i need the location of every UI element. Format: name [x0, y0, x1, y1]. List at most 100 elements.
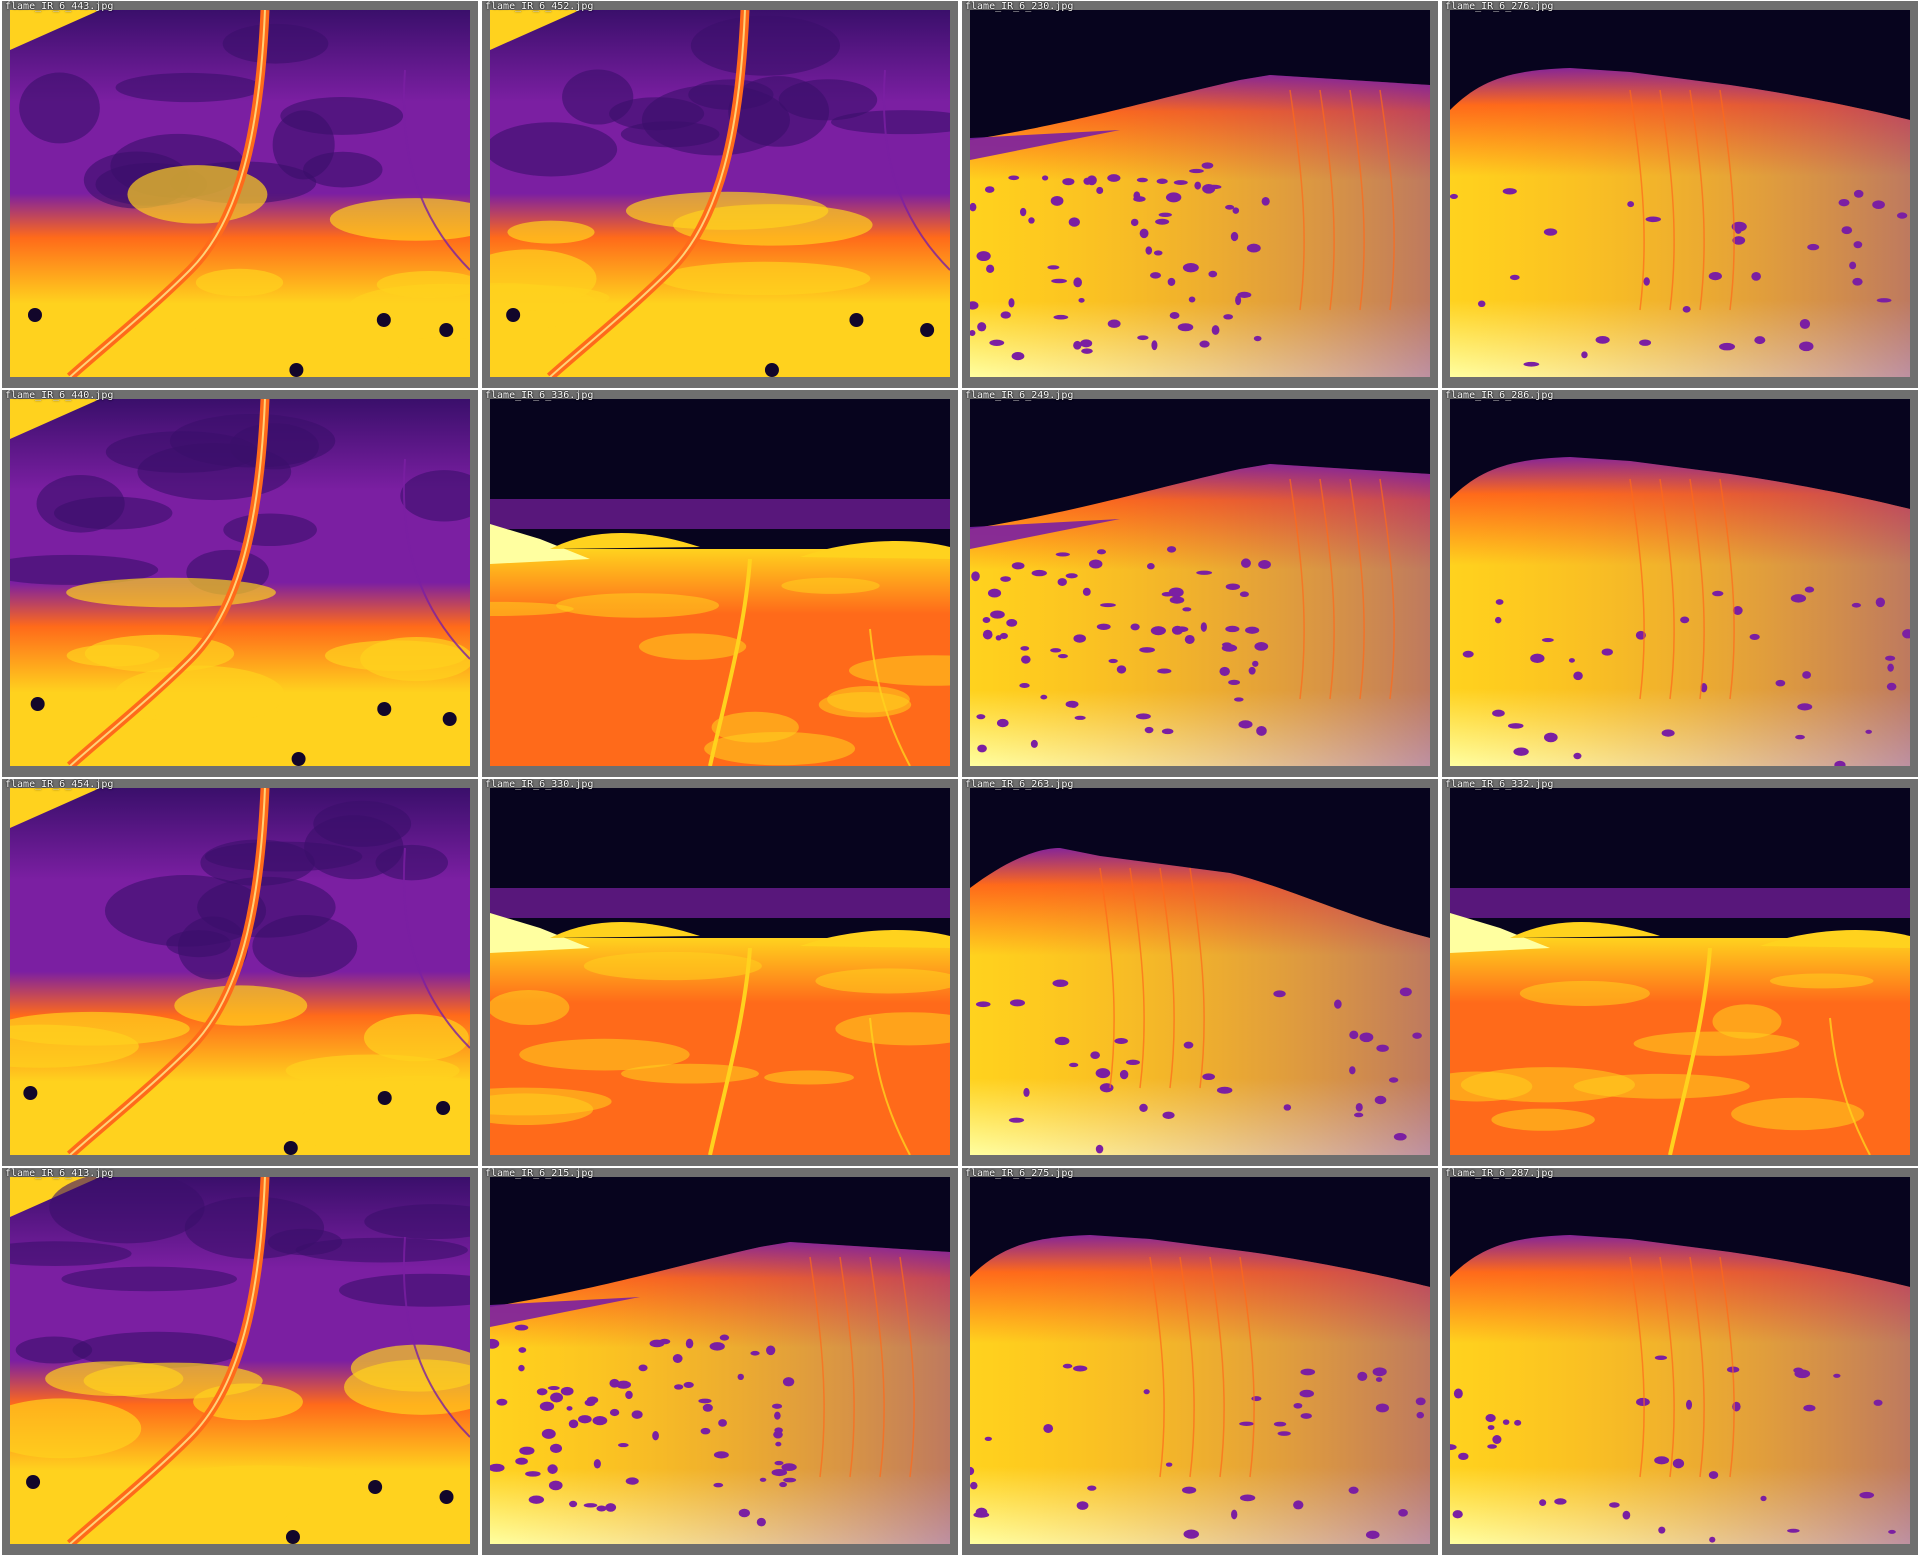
shrub — [970, 330, 976, 337]
shrub — [1376, 1044, 1389, 1052]
hot-corner — [10, 399, 100, 439]
shrub — [1008, 298, 1015, 308]
shrub — [977, 252, 988, 258]
shrub — [1006, 618, 1018, 627]
shrub — [1149, 272, 1162, 279]
ridge-left — [1450, 913, 1550, 953]
thumbnail-filename: flame_IR_6_454.jpg — [5, 779, 114, 790]
shrub — [1235, 295, 1242, 306]
thumbnail-tile: flame_IR_6_443.jpg — [2, 1, 478, 388]
shrub — [376, 313, 391, 327]
trail — [869, 1017, 911, 1155]
shrub — [1348, 1486, 1359, 1494]
shrub — [1073, 340, 1082, 350]
shrub — [1252, 660, 1259, 667]
thermal-image — [970, 10, 1430, 377]
shrub — [774, 1460, 784, 1466]
shrub — [718, 1419, 727, 1427]
shrub — [1169, 596, 1185, 604]
shrub — [1221, 644, 1238, 652]
thermal-image — [10, 1177, 470, 1544]
shrub — [1100, 603, 1116, 608]
shrub — [439, 323, 454, 337]
shrub — [1682, 306, 1691, 313]
thermal-image — [490, 1177, 950, 1544]
thumbnail-filename: flame_IR_6_276.jpg — [1445, 1, 1554, 12]
shrub — [1412, 1032, 1422, 1039]
shrub — [1201, 162, 1214, 169]
shrub — [1502, 188, 1517, 195]
shrub — [1062, 1363, 1073, 1369]
shrub — [1887, 663, 1894, 672]
shrub — [1841, 226, 1853, 235]
shrub — [1194, 181, 1202, 190]
shrub — [1754, 336, 1766, 345]
shrub — [1731, 221, 1747, 232]
trail — [402, 1236, 470, 1438]
thumbnail-filename: flame_IR_6_230.jpg — [965, 1, 1074, 12]
shrub — [1873, 1399, 1883, 1406]
shrub — [1357, 1371, 1368, 1381]
shrub — [1708, 272, 1722, 281]
shrub — [525, 1471, 541, 1477]
shrub — [1658, 1526, 1666, 1534]
shrub — [1145, 246, 1153, 255]
shrub — [1300, 1413, 1312, 1419]
shrub — [1188, 296, 1196, 303]
shrub — [1885, 655, 1896, 661]
shrub — [1200, 622, 1207, 632]
shrub — [1514, 1419, 1522, 1426]
shrub — [1228, 679, 1241, 686]
shrub — [1355, 1102, 1363, 1112]
shrub — [1349, 1030, 1359, 1040]
shrub — [1513, 747, 1529, 756]
shrub — [1073, 1365, 1088, 1372]
shrub — [1799, 341, 1814, 352]
shrub — [1073, 634, 1086, 643]
shrub — [518, 1364, 525, 1372]
shrub — [1011, 562, 1025, 570]
shrub — [1375, 1403, 1390, 1413]
shrub — [1125, 1059, 1140, 1066]
thumbnail-tile: flame_IR_6_452.jpg — [482, 1, 958, 388]
trail — [402, 458, 470, 660]
shrub — [1749, 633, 1760, 641]
shrub — [1043, 1423, 1054, 1433]
shrub — [1068, 217, 1080, 227]
shrub — [1672, 1458, 1685, 1469]
shrub — [1239, 1494, 1256, 1502]
shrub — [1240, 558, 1251, 568]
shrub — [774, 1411, 781, 1420]
shrub — [1156, 178, 1168, 184]
shrub — [1732, 606, 1743, 615]
shrub — [1139, 647, 1155, 653]
shrub — [616, 1380, 632, 1389]
shrub — [1150, 626, 1166, 636]
shrub — [568, 1419, 579, 1429]
shrub — [596, 1505, 607, 1512]
shrub — [987, 588, 1002, 598]
shrub — [1273, 990, 1286, 998]
shrub — [283, 1141, 298, 1155]
shrub — [1799, 318, 1811, 329]
shrub — [1719, 342, 1736, 351]
shrub — [625, 1477, 639, 1485]
shrub — [1231, 1509, 1238, 1520]
shrub — [1057, 654, 1068, 659]
shrub — [1031, 569, 1047, 577]
shrub — [1393, 1133, 1407, 1141]
shrub — [1851, 602, 1862, 608]
shrub — [1107, 319, 1121, 328]
thumbnail-tile: flame_IR_6_454.jpg — [2, 779, 478, 1166]
shrub — [1712, 590, 1724, 597]
shrub — [771, 1468, 788, 1477]
shrub — [1253, 335, 1262, 342]
shrub — [971, 571, 980, 582]
shrub — [1107, 174, 1121, 182]
shrub — [569, 1500, 578, 1508]
shrub — [1008, 1117, 1025, 1123]
ridge-right — [800, 930, 950, 948]
shrub — [1865, 729, 1872, 734]
shrub — [605, 1503, 617, 1512]
shrub — [713, 1482, 724, 1488]
